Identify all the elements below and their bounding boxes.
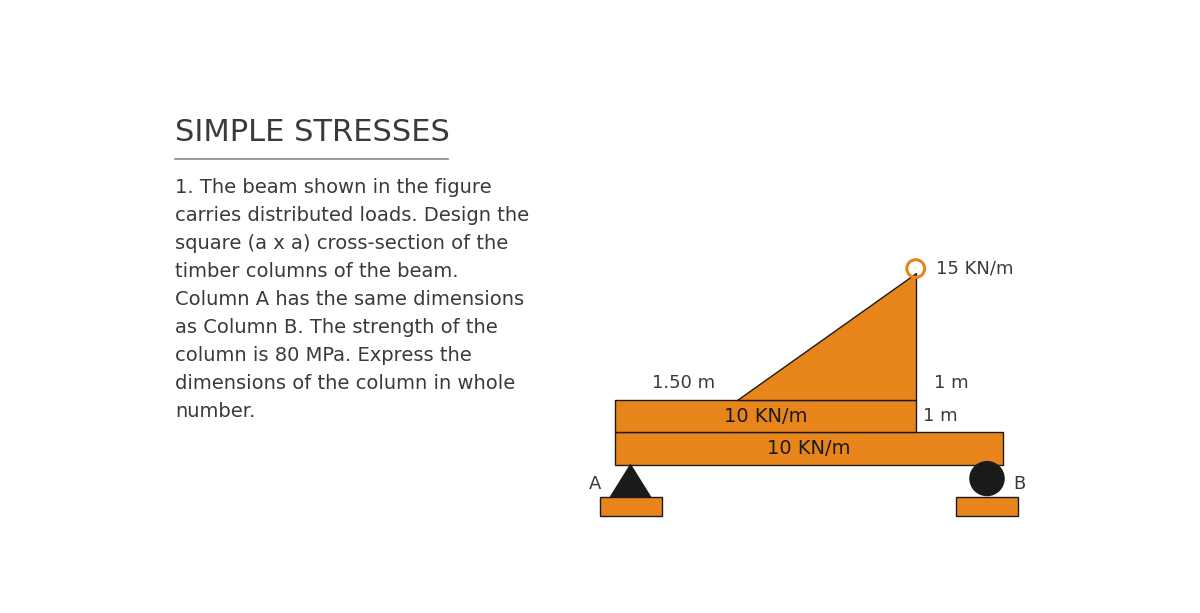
Polygon shape xyxy=(611,465,650,497)
Text: 1 m: 1 m xyxy=(934,375,968,392)
Text: 3 m: 3 m xyxy=(809,375,844,392)
Text: 10 KN/m: 10 KN/m xyxy=(767,439,851,458)
Text: 10 KN/m: 10 KN/m xyxy=(724,406,808,425)
Bar xyxy=(956,497,1018,516)
Text: A: A xyxy=(589,475,601,493)
Text: 1. The beam shown in the figure
carries distributed loads. Design the
square (a : 1. The beam shown in the figure carries … xyxy=(175,178,529,421)
Bar xyxy=(616,400,916,432)
Text: 1 m: 1 m xyxy=(924,407,958,425)
Circle shape xyxy=(970,462,1004,495)
Text: 15 KN/m: 15 KN/m xyxy=(936,259,1014,278)
Text: B: B xyxy=(1013,475,1026,493)
Polygon shape xyxy=(738,273,916,400)
Text: SIMPLE STRESSES: SIMPLE STRESSES xyxy=(175,118,450,147)
Bar xyxy=(616,432,1002,465)
Text: 1.50 m: 1.50 m xyxy=(653,375,715,392)
Bar xyxy=(600,497,661,516)
